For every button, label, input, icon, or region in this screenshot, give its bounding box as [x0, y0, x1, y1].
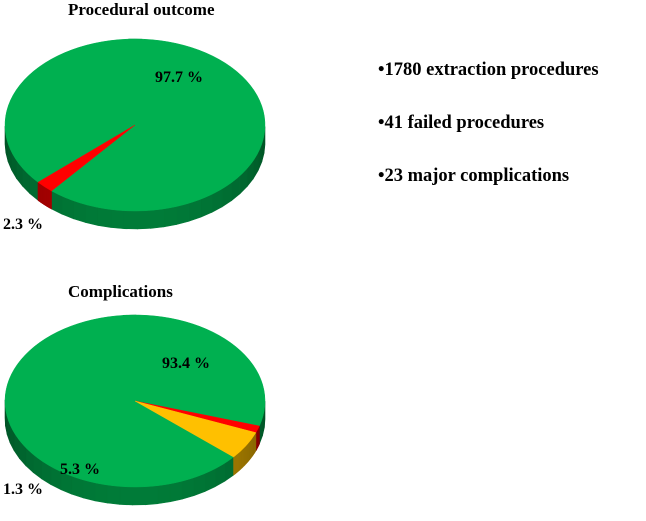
slice-label-3: 5.3 % [60, 461, 100, 478]
pie-slice-3 [134, 400, 257, 458]
slice-label-2: 2.3 % [3, 216, 43, 233]
slice-label-1: 97.7 % [155, 69, 203, 86]
stat-failed-procedures: •41 failed procedures [378, 113, 545, 133]
slice-label-2: 1.3 % [3, 481, 43, 498]
chart-title-complications: Complications [68, 282, 173, 301]
stat-extraction-procedures: •1780 extraction procedures [378, 60, 599, 80]
pie-slice-2 [37, 124, 136, 192]
stat-major-complications: •23 major complications [378, 166, 570, 186]
summary-stats-list: •1780 extraction procedures •41 failed p… [378, 60, 599, 219]
chart-title-procedural-outcome: Procedural outcome [68, 0, 215, 19]
slice-label-1: 93.4 % [162, 355, 210, 372]
